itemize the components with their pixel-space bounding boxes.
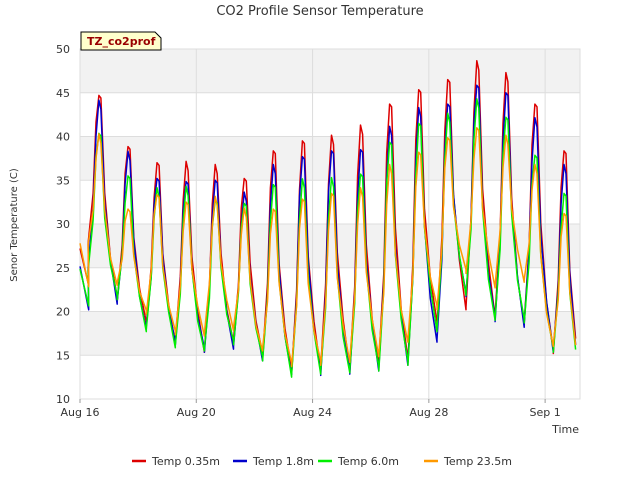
y-tick-label: 35 [56,174,70,187]
legend-label: Temp 23.5m [443,455,512,468]
legend: Temp 0.35m Temp 1.8m Temp 6.0m Temp 23.5m [132,455,512,468]
x-tick-label: Aug 28 [409,406,448,419]
plot-bands [80,49,580,356]
x-axis-label: Time [551,423,579,436]
badge: TZ_co2prof [80,31,162,51]
legend-label: Temp 6.0m [337,455,399,468]
legend-label: Temp 1.8m [252,455,314,468]
y-tick-label: 50 [56,43,70,56]
plot-band [80,49,580,93]
x-tick-label: Aug 16 [61,406,100,419]
badge-box [80,31,162,51]
y-axis: 10 15 20 25 30 35 40 45 50 [56,43,70,406]
plot-area-frame [79,48,581,400]
y-tick-label: 10 [56,393,70,406]
x-tick-label: Aug 24 [293,406,332,419]
y-tick-label: 45 [56,87,70,100]
x-tick-label: Sep 1 [529,406,560,419]
series-line [79,127,577,368]
y-tick-label: 40 [56,131,70,144]
y-axis-label: Senor Temperature (C) [9,168,20,282]
x-tick-label: Aug 20 [177,406,216,419]
y-tick-label: 20 [56,306,70,319]
y-tick-label: 30 [56,218,70,231]
plot-band [80,311,580,356]
series-lines [79,60,577,378]
legend-label: Temp 0.35m [151,455,220,468]
chart-title: CO2 Profile Sensor Temperature [216,4,423,19]
y-tick-label: 15 [56,349,70,362]
badge-label: TZ_co2prof [87,35,156,48]
plot-band [80,224,580,268]
y-tick-label: 25 [56,262,70,275]
x-axis: Aug 16 Aug 20 Aug 24 Aug 28 Sep 1 [61,399,561,419]
